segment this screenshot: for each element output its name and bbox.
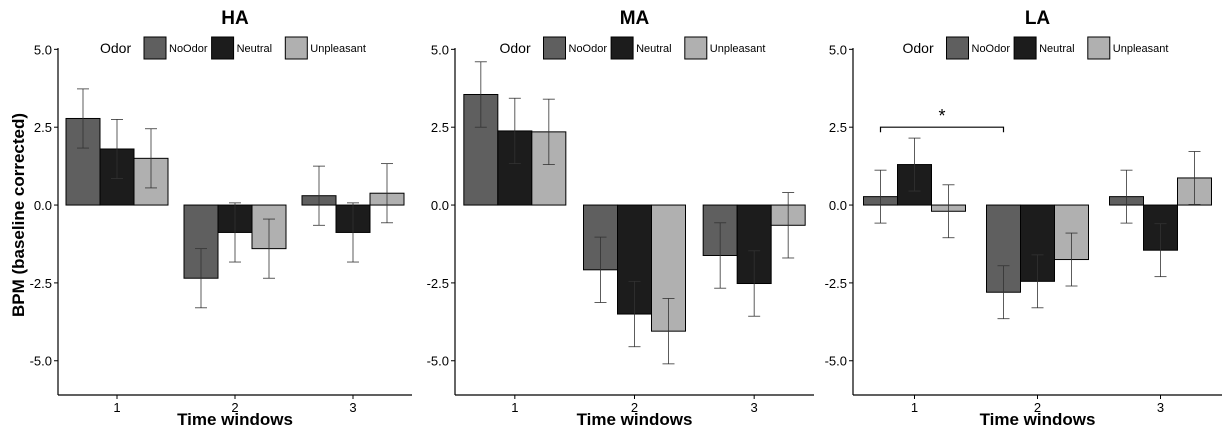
- error-bar-noodor-3: [714, 222, 727, 289]
- panel-title: LA: [1025, 8, 1051, 29]
- legend-swatch-unpleasant: [1087, 36, 1111, 60]
- error-bar-unpleasant-2: [1065, 232, 1078, 287]
- legend-label-neutral: Neutral: [237, 43, 272, 55]
- error-bar-neutral-1: [908, 137, 921, 192]
- error-bar-unpleasant-3: [1188, 151, 1201, 205]
- x-tick-label: 3: [349, 400, 356, 415]
- x-axis-title: Time windows: [177, 410, 293, 429]
- y-tick-label: 5.0: [431, 42, 449, 57]
- y-tick-label: 2.5: [34, 120, 52, 135]
- y-tick-label: 0.0: [34, 198, 52, 213]
- legend-swatch-noodor: [143, 36, 167, 60]
- legend-label-neutral: Neutral: [1039, 43, 1074, 55]
- error-bar-noodor-1: [474, 61, 487, 128]
- y-tick-label: 0.0: [431, 198, 449, 213]
- x-tick-label: 1: [911, 400, 918, 415]
- legend-label-noodor: NoOdor: [972, 43, 1011, 55]
- x-tick-label: 3: [751, 400, 758, 415]
- y-tick-label: -5.0: [30, 354, 52, 369]
- legend-swatch-neutral: [610, 36, 634, 60]
- error-bar-neutral-1: [111, 119, 123, 179]
- y-tick-label: -5.0: [427, 354, 449, 369]
- x-tick-label: 2: [631, 400, 638, 415]
- y-tick-label: -2.5: [427, 276, 449, 291]
- y-tick-label: 5.0: [829, 42, 847, 57]
- error-bar-unpleasant-2: [263, 218, 275, 279]
- error-bar-neutral-2: [229, 202, 241, 263]
- error-bar-unpleasant-3: [381, 163, 393, 224]
- panel-ha: HA Odor NoOdor Neutral Unpleasant 5.0 2.5 0.0 -2…: [30, 8, 412, 429]
- significance-label: *: [938, 106, 945, 126]
- y-tick-label: -2.5: [825, 276, 847, 291]
- error-bar-neutral-3: [748, 250, 761, 317]
- error-bar-unpleasant-1: [942, 184, 955, 239]
- legend-swatch-neutral: [211, 36, 235, 60]
- error-bar-neutral-1: [508, 97, 521, 165]
- legend-swatch-noodor: [946, 36, 969, 60]
- legend-label-noodor: NoOdor: [569, 43, 608, 55]
- panel-title: MA: [620, 8, 650, 29]
- x-axis-title: Time windows: [577, 410, 693, 429]
- error-bar-unpleasant-3: [782, 192, 795, 259]
- legend-swatch-noodor: [543, 36, 566, 60]
- panel-la: LA Odor NoOdor Neutral Unpleasant * 5.0 2.5 0.0 -…: [825, 8, 1222, 429]
- significance-bracket: [879, 126, 1005, 133]
- error-bar-noodor-3: [313, 165, 325, 226]
- legend-label-unpleasant: Unpleasant: [710, 43, 766, 55]
- x-tick-label: 3: [1157, 400, 1164, 415]
- y-tick-label: 5.0: [34, 42, 52, 57]
- y-tick-label: 2.5: [431, 120, 449, 135]
- x-tick-label: 1: [113, 400, 120, 415]
- x-tick-label: 1: [511, 400, 518, 415]
- error-bar-unpleasant-2: [662, 298, 675, 365]
- panel-title: HA: [221, 8, 249, 29]
- legend-label-unpleasant: Unpleasant: [1113, 43, 1169, 55]
- legend-swatch-unpleasant: [284, 36, 308, 60]
- legend-title: Odor: [100, 40, 131, 56]
- legend-title: Odor: [903, 40, 934, 56]
- x-tick-label: 2: [1034, 400, 1041, 415]
- error-bar-noodor-2: [195, 248, 207, 309]
- error-bar-noodor-2: [997, 265, 1010, 320]
- error-bar-neutral-3: [347, 202, 359, 263]
- y-axis-label: BPM (baseline corrected): [9, 113, 28, 317]
- panel-ma: MA Odor NoOdor Neutral Unpleasant 5.0 2.5 0.0 -2…: [427, 8, 814, 429]
- legend-swatch-neutral: [1013, 36, 1037, 60]
- y-tick-label: -5.0: [825, 354, 847, 369]
- legend-title: Odor: [500, 40, 531, 56]
- significance-line: [879, 126, 1005, 133]
- x-tick-label: 2: [231, 400, 238, 415]
- error-bar-noodor-2: [594, 236, 607, 303]
- error-bar-noodor-3: [1120, 169, 1133, 224]
- y-tick-label: -2.5: [30, 276, 52, 291]
- x-axis-title: Time windows: [980, 410, 1096, 429]
- error-bar-noodor-1: [77, 88, 89, 149]
- legend-label-neutral: Neutral: [636, 43, 671, 55]
- legend-swatch-unpleasant: [684, 36, 708, 60]
- error-bar-neutral-2: [1031, 254, 1044, 309]
- error-bar-neutral-2: [628, 280, 641, 348]
- y-tick-label: 0.0: [829, 198, 847, 213]
- legend-label-noodor: NoOdor: [169, 43, 208, 55]
- error-bar-unpleasant-1: [145, 128, 157, 189]
- y-tick-label: 2.5: [829, 120, 847, 135]
- legend-label-unpleasant: Unpleasant: [310, 43, 366, 55]
- error-bar-neutral-3: [1154, 223, 1167, 278]
- error-bar-unpleasant-1: [542, 98, 555, 165]
- error-bar-noodor-1: [874, 169, 887, 224]
